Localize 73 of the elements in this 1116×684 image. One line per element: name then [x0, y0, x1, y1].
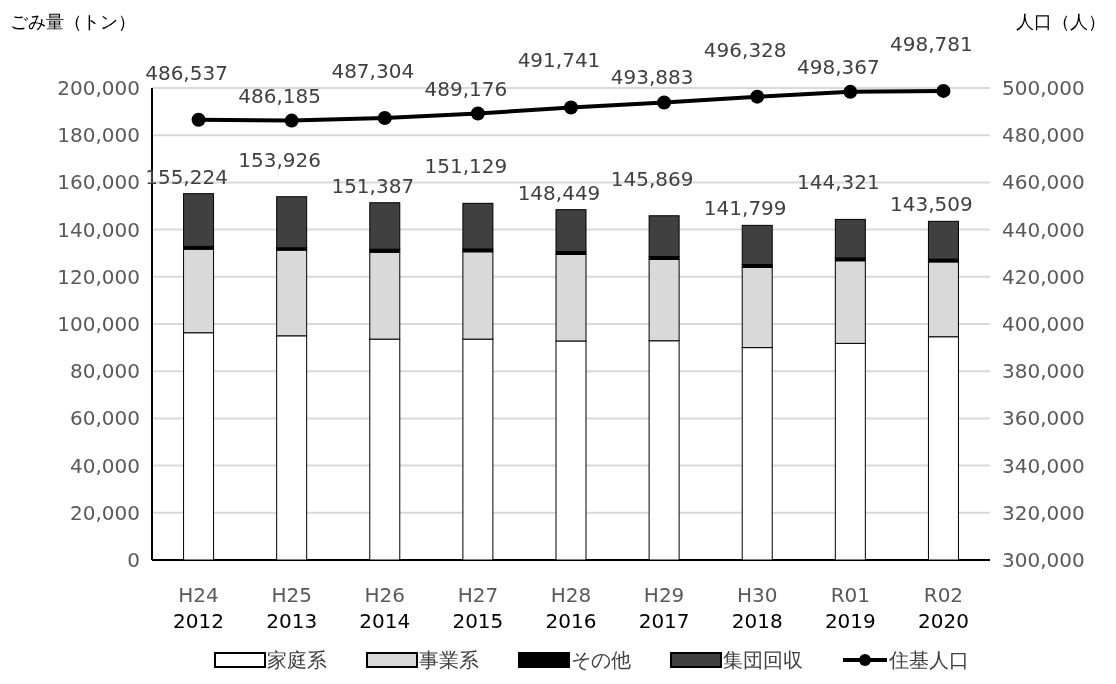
- y2-tick-label: 420,000: [1002, 264, 1085, 289]
- y2-tick-label: 380,000: [1002, 359, 1085, 384]
- y-tick-label: 60,000: [70, 406, 140, 431]
- total-label: 143,509: [890, 192, 973, 217]
- x-tick-label: H24 2012: [173, 583, 225, 633]
- bar: [276, 196, 308, 249]
- bar: [741, 224, 773, 266]
- x-tick-label: H30 2018: [731, 583, 783, 633]
- legend-label: 集団回収: [723, 648, 803, 672]
- y2-tick-label: 460,000: [1002, 170, 1085, 195]
- point: [284, 113, 299, 128]
- total-label: 151,129: [424, 154, 508, 179]
- x-tick-label: H29 2017: [638, 583, 690, 633]
- y-tick-label: 160,000: [57, 170, 140, 195]
- bar: [927, 220, 959, 260]
- y2-tick-label: 400,000: [1002, 312, 1085, 336]
- legend-label: 住基人口: [888, 648, 969, 672]
- bar: [648, 215, 680, 257]
- legend-label: 家庭系: [267, 648, 327, 672]
- x-tick-label: R01 2019: [824, 583, 876, 633]
- x-tick-label: H25 2013: [266, 583, 318, 633]
- x-tick-label: H27 2015: [452, 583, 504, 633]
- x-tick-label: H28 2016: [545, 583, 597, 633]
- y2-tick-label: 340,000: [1002, 453, 1085, 478]
- y-tick-label: 140,000: [57, 217, 140, 242]
- x-tick-label: R02 2020: [917, 583, 969, 633]
- data-label: 486,537: [145, 60, 228, 85]
- y-tick-label: 200,000: [57, 76, 140, 100]
- data-label: 498,367: [796, 54, 880, 79]
- data-label: 489,176: [424, 76, 508, 101]
- data-label: 486,185: [238, 83, 322, 108]
- y-tick-label: 80,000: [70, 359, 140, 384]
- y2-tick-label: 440,000: [1002, 217, 1085, 242]
- bar: [834, 218, 866, 259]
- y-tick-label: 0: [127, 548, 140, 572]
- y2-tick-label: 360,000: [1002, 406, 1085, 431]
- x-tick-label: H26 2014: [359, 583, 411, 633]
- point: [191, 112, 206, 127]
- point: [564, 100, 578, 115]
- y-tick-label: 120,000: [57, 264, 140, 289]
- bar: [183, 193, 215, 247]
- bar: [555, 209, 587, 253]
- total-label: 144,321: [796, 170, 880, 195]
- y2-tick-label: 300,000: [1002, 548, 1085, 572]
- y-tick-label: 20,000: [70, 500, 140, 525]
- total-label: 151,387: [331, 173, 415, 198]
- bar: [462, 202, 494, 250]
- point: [657, 95, 672, 110]
- total-label: 145,869: [610, 166, 694, 191]
- y-tick-label: 40,000: [70, 453, 140, 478]
- point: [750, 89, 765, 104]
- y2-tick-label: 320,000: [1002, 500, 1085, 525]
- y-tick-label: 180,000: [57, 123, 140, 148]
- y2-axis-title: 人口（人）: [1016, 11, 1106, 32]
- legend-label: その他: [571, 648, 631, 672]
- y2-tick-label: 480,000: [1002, 123, 1085, 148]
- bar: [369, 202, 401, 250]
- point: [470, 106, 485, 121]
- data-label: 491,741: [517, 48, 601, 73]
- data-label: 498,781: [890, 31, 973, 56]
- data-label: 496,328: [703, 37, 787, 62]
- y2-tick-label: 500,000: [1002, 76, 1085, 100]
- y-tick-label: 100,000: [57, 312, 140, 336]
- data-label: 493,883: [610, 65, 694, 90]
- legend-label: 事業系: [419, 648, 479, 672]
- point: [936, 83, 951, 98]
- total-label: 141,799: [703, 196, 787, 221]
- point: [377, 110, 392, 125]
- point: [843, 84, 858, 99]
- y-axis-title: ごみ量（トン）: [10, 11, 136, 32]
- total-label: 148,449: [517, 180, 601, 205]
- total-label: 153,926: [238, 147, 322, 172]
- data-label: 487,304: [331, 58, 415, 83]
